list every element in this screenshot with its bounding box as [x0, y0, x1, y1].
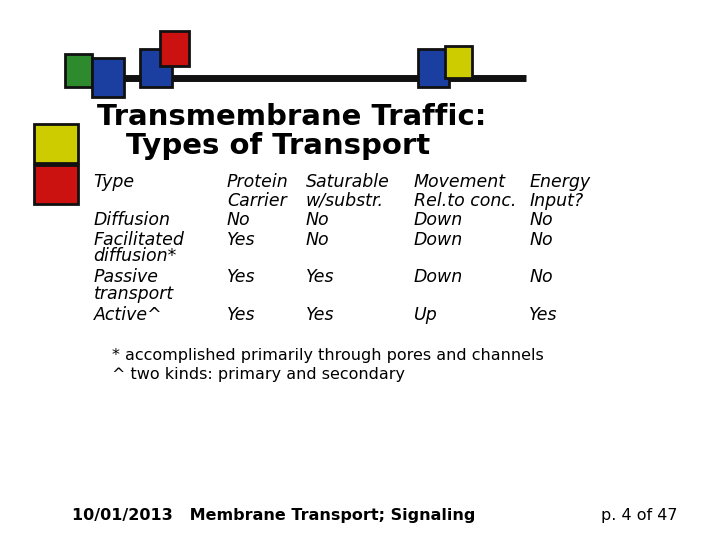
Text: Diffusion: Diffusion: [94, 211, 171, 228]
Text: Types of Transport: Types of Transport: [126, 132, 430, 160]
Text: Yes: Yes: [529, 306, 558, 324]
Text: Rel.to conc.: Rel.to conc.: [414, 192, 516, 210]
Text: Down: Down: [414, 231, 463, 248]
Text: Yes: Yes: [227, 231, 256, 248]
Text: Carrier: Carrier: [227, 192, 287, 210]
Text: 10/01/2013   Membrane Transport; Signaling: 10/01/2013 Membrane Transport; Signaling: [72, 508, 475, 523]
Text: Type: Type: [94, 173, 135, 191]
FancyBboxPatch shape: [65, 54, 92, 87]
Text: Movement: Movement: [414, 173, 506, 191]
Text: ^ two kinds: primary and secondary: ^ two kinds: primary and secondary: [112, 367, 405, 382]
FancyBboxPatch shape: [34, 124, 78, 163]
FancyBboxPatch shape: [445, 46, 472, 78]
Text: No: No: [529, 211, 553, 228]
Text: diffusion*: diffusion*: [94, 247, 177, 265]
Text: Yes: Yes: [227, 306, 256, 324]
Text: Transmembrane Traffic:: Transmembrane Traffic:: [97, 103, 487, 131]
FancyBboxPatch shape: [34, 165, 78, 204]
Text: Yes: Yes: [227, 268, 256, 286]
Text: Active^: Active^: [94, 306, 162, 324]
Text: No: No: [306, 211, 330, 228]
Text: Down: Down: [414, 211, 463, 228]
Text: transport: transport: [94, 285, 174, 302]
Text: No: No: [529, 268, 553, 286]
Text: Protein: Protein: [227, 173, 289, 191]
Text: * accomplished primarily through pores and channels: * accomplished primarily through pores a…: [112, 348, 544, 363]
FancyBboxPatch shape: [92, 58, 124, 97]
Text: No: No: [529, 231, 553, 248]
Text: w/substr.: w/substr.: [306, 192, 384, 210]
Text: Down: Down: [414, 268, 463, 286]
Text: Up: Up: [414, 306, 438, 324]
Text: Energy: Energy: [529, 173, 590, 191]
FancyBboxPatch shape: [418, 49, 449, 87]
Text: Passive: Passive: [94, 268, 158, 286]
Text: No: No: [227, 211, 251, 228]
FancyBboxPatch shape: [140, 49, 172, 87]
FancyBboxPatch shape: [160, 31, 189, 66]
Text: Saturable: Saturable: [306, 173, 390, 191]
Text: Yes: Yes: [306, 306, 335, 324]
Text: p. 4 of 47: p. 4 of 47: [601, 508, 678, 523]
Text: Yes: Yes: [306, 268, 335, 286]
Text: Input?: Input?: [529, 192, 583, 210]
Text: No: No: [306, 231, 330, 248]
Text: Facilitated: Facilitated: [94, 231, 184, 248]
